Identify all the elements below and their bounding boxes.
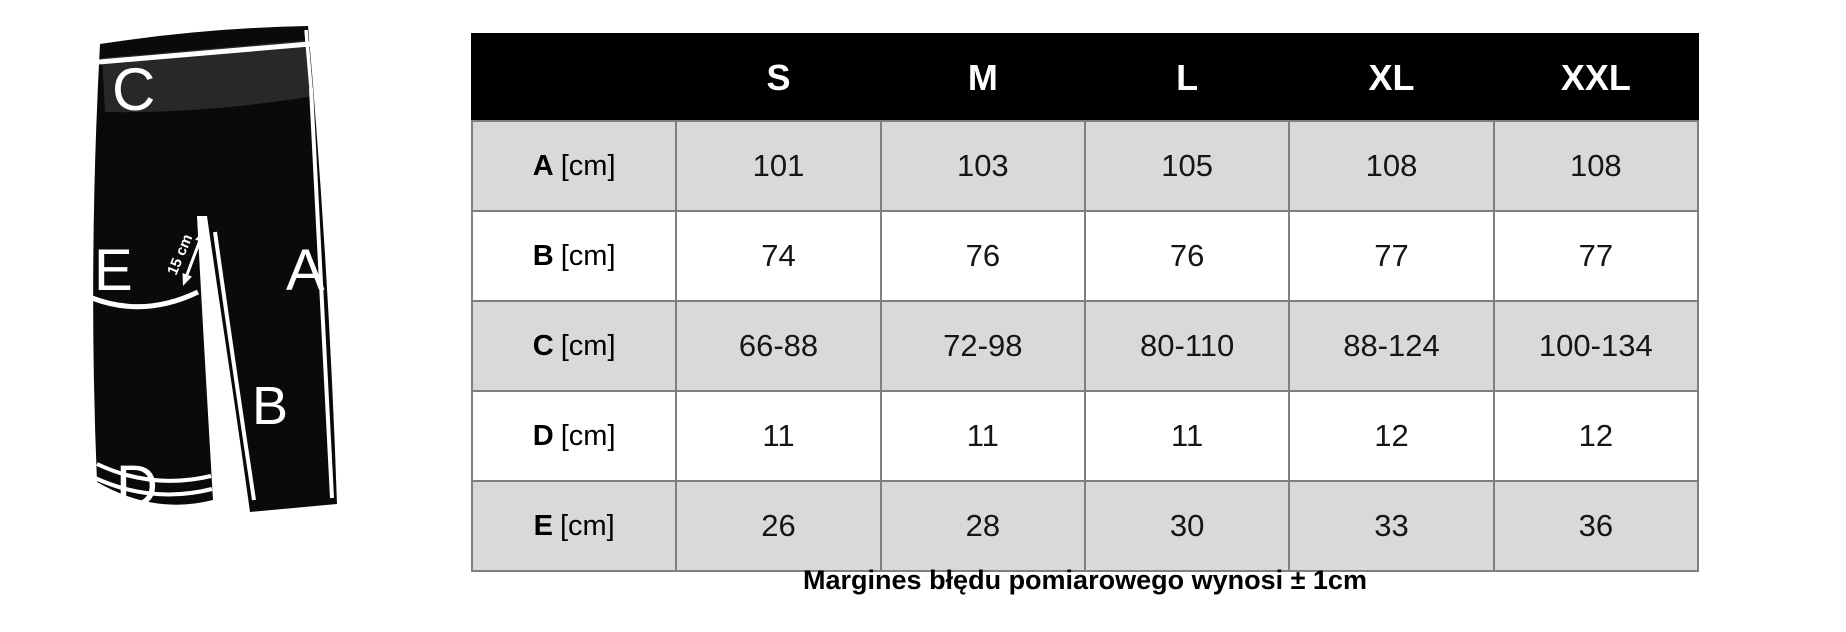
- value-cell: 108: [1492, 120, 1700, 212]
- value-cell: 103: [879, 120, 1086, 212]
- header-empty-cell: [470, 33, 678, 122]
- waist-right-tick: [304, 29, 313, 89]
- row-letter: A: [532, 149, 554, 182]
- value-cell: 77: [1492, 210, 1700, 302]
- row-unit: [cm]: [560, 329, 616, 362]
- row-letter: D: [532, 419, 554, 452]
- label-a-length: A: [286, 238, 325, 303]
- value-cell: 74: [675, 210, 882, 302]
- value-cell: 11: [879, 390, 1086, 482]
- row-label-a: A [cm]: [470, 120, 678, 212]
- value-cell: 100-134: [1492, 300, 1700, 392]
- value-cell: 76: [879, 210, 1086, 302]
- table-row-c: C [cm] 66-88 72-98 80-110 88-124 100-134: [470, 300, 1700, 392]
- value-cell: 36: [1492, 480, 1700, 572]
- thigh-line-E: [91, 289, 200, 310]
- label-c-waist: C: [112, 56, 155, 123]
- pants-silhouette: [93, 26, 337, 512]
- header-size-l: L: [1083, 33, 1291, 122]
- table-row-a: A [cm] 101 103 105 108 108: [470, 120, 1700, 212]
- size-table: S M L XL XXL A [cm] 101 103 105 108 108 B…: [470, 33, 1700, 572]
- value-cell: 33: [1288, 480, 1495, 572]
- row-unit: [cm]: [559, 509, 615, 542]
- header-size-xl: XL: [1288, 33, 1495, 122]
- table-row-b: B [cm] 74 76 76 77 77: [470, 210, 1700, 302]
- value-cell: 12: [1288, 390, 1495, 482]
- label-b-inseam: B: [252, 376, 288, 436]
- cuff-line-upper: [96, 462, 212, 483]
- row-label-e: E [cm]: [470, 480, 678, 572]
- inseam-line-B: [213, 231, 256, 501]
- label-d-cuff: D: [116, 454, 158, 519]
- value-cell: 30: [1083, 480, 1291, 572]
- measurement-error-note: Margines błędu pomiarowego wynosi ± 1cm: [803, 565, 1367, 595]
- row-letter: B: [532, 239, 554, 272]
- side-seam-line-A: [309, 87, 334, 499]
- size-table-header: S M L XL XXL: [470, 33, 1700, 122]
- value-cell: 88-124: [1288, 300, 1495, 392]
- header-row: S M L XL XXL: [470, 33, 1700, 122]
- label-e-thigh: E: [94, 238, 133, 303]
- value-cell: 105: [1083, 120, 1291, 212]
- value-cell: 11: [675, 390, 882, 482]
- value-cell: 72-98: [879, 300, 1086, 392]
- row-label-b: B [cm]: [470, 210, 678, 302]
- row-unit: [cm]: [560, 149, 616, 182]
- header-size-s: S: [675, 33, 882, 122]
- measure-arrow-icon: [182, 230, 205, 286]
- row-letter: E: [533, 509, 553, 542]
- waistband-line: [98, 41, 311, 65]
- header-size-m: M: [879, 33, 1086, 122]
- value-cell: 80-110: [1083, 300, 1291, 392]
- value-cell: 101: [675, 120, 882, 212]
- value-cell: 12: [1492, 390, 1700, 482]
- row-letter: C: [532, 329, 554, 362]
- value-cell: 108: [1288, 120, 1495, 212]
- cuff-line-lower: [94, 476, 213, 497]
- value-cell: 11: [1083, 390, 1291, 482]
- table-row-d: D [cm] 11 11 11 12 12: [470, 390, 1700, 482]
- header-size-xxl: XXL: [1492, 33, 1700, 122]
- pants-diagram: 15 cm C E A B D: [91, 26, 337, 519]
- row-label-d: D [cm]: [470, 390, 678, 482]
- value-cell: 66-88: [675, 300, 882, 392]
- value-cell: 76: [1083, 210, 1291, 302]
- row-unit: [cm]: [560, 419, 616, 452]
- table-row-e: E [cm] 26 28 30 33 36: [470, 480, 1700, 572]
- value-cell: 77: [1288, 210, 1495, 302]
- row-unit: [cm]: [560, 239, 616, 272]
- value-cell: 26: [675, 480, 882, 572]
- row-label-c: C [cm]: [470, 300, 678, 392]
- value-cell: 28: [879, 480, 1086, 572]
